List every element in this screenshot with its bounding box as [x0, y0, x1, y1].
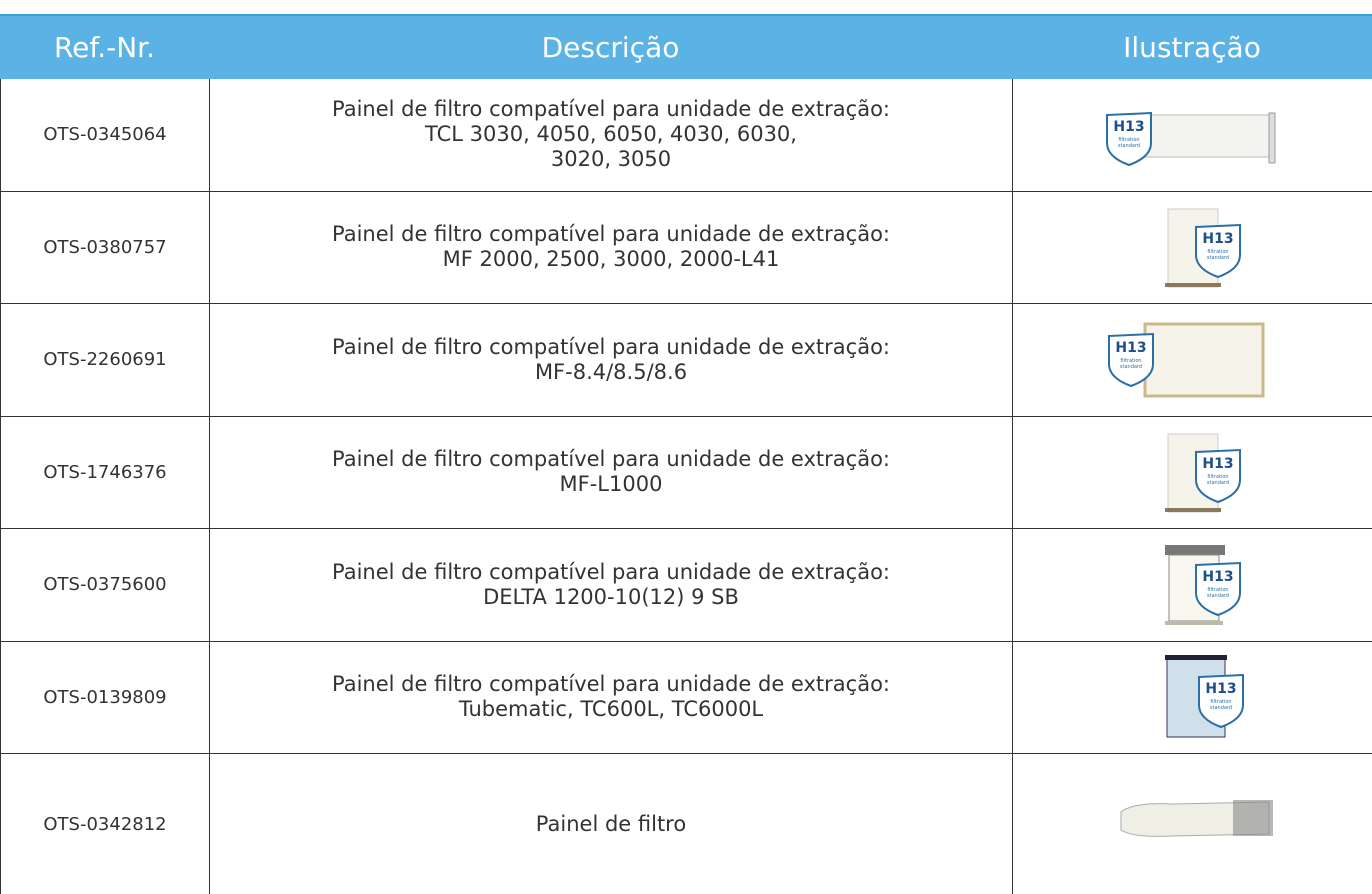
badge-line: filtration [1207, 587, 1228, 593]
tube-end [1232, 800, 1273, 836]
badge-shape [1194, 224, 1241, 279]
ref-cell: OTS-0139809 [0, 641, 209, 754]
ref-cell: OTS-2260691 [0, 304, 209, 417]
badge-grade: H13 [1113, 119, 1144, 135]
badge-line: standard [1209, 705, 1231, 711]
description-cell: Painel de filtro compatível para unidade… [209, 641, 1012, 754]
badge-line: standard [1206, 255, 1228, 261]
illustration-cell: H13 filtration standard [1012, 191, 1372, 304]
top-bar [1164, 655, 1227, 661]
description-line: Painel de filtro [535, 811, 687, 836]
description-line: MF-8.4/8.5/8.6 [534, 359, 688, 384]
rod [1164, 620, 1223, 625]
badge-shape [1197, 674, 1244, 729]
ref-number: OTS-0375600 [43, 574, 167, 596]
badge-shape [1194, 449, 1241, 504]
description-line: Painel de filtro compatível para unidade… [332, 334, 890, 359]
ref-cell: OTS-1746376 [0, 416, 209, 529]
description-line: Painel de filtro compatível para unidade… [332, 559, 890, 584]
badge-grade: H13 [1205, 681, 1236, 697]
badge-line: standard [1119, 364, 1141, 370]
ref-number: OTS-2260691 [43, 349, 167, 371]
badge-line: filtration [1118, 137, 1139, 143]
description-cell: Painel de filtro compatível para unidade… [209, 529, 1012, 642]
description-cell: Painel de filtro [209, 754, 1012, 894]
description-line: TCL 3030, 4050, 6050, 4030, 6030, [425, 122, 797, 147]
rod [1164, 283, 1221, 288]
badge-shape [1107, 332, 1154, 387]
badge-shape [1105, 111, 1152, 166]
badge-grade: H13 [1202, 231, 1233, 247]
badge-grade: H13 [1202, 456, 1233, 472]
panel [1132, 114, 1273, 158]
illustration-cell: H13 filtration standard [1012, 416, 1372, 529]
badge-line: standard [1206, 480, 1228, 486]
ref-number: OTS-0345064 [43, 124, 167, 146]
ref-cell: OTS-0342812 [0, 754, 209, 894]
description-line: MF-L1000 [559, 472, 663, 497]
description-cell: Painel de filtro compatível para unidade… [209, 304, 1012, 417]
header-cell: Ilustração [1012, 14, 1372, 79]
description-cell: Painel de filtro compatível para unidade… [209, 191, 1012, 304]
badge-line: filtration [1207, 249, 1228, 255]
filter-illustration [1120, 800, 1273, 837]
ref-number: OTS-0380757 [43, 236, 167, 258]
illustration-cell: H13 filtration standard [1012, 641, 1372, 754]
badge-line: filtration [1210, 699, 1231, 705]
illustration-cell: H13 filtration standard [1012, 304, 1372, 417]
description-line: DELTA 1200-10(12) 9 SB [483, 584, 739, 609]
ref-cell: OTS-0375600 [0, 529, 209, 642]
description-line: Tubematic, TC600L, TC6000L [458, 697, 764, 722]
illustration-cell: H13 filtration standard [1012, 529, 1372, 642]
illustration-cell: H13 filtration standard [1012, 79, 1372, 192]
description-line: Painel de filtro compatível para unidade… [332, 97, 890, 122]
header-cell: Ref.-Nr. [0, 14, 209, 79]
ref-number: OTS-0139809 [43, 686, 167, 708]
illustration-cell [1012, 754, 1372, 894]
badge-line: filtration [1120, 358, 1141, 364]
description-line: 3020, 3050 [550, 147, 672, 172]
badge-shape [1194, 561, 1241, 616]
badge-line: standard [1117, 143, 1139, 149]
ref-cell: OTS-0380757 [0, 191, 209, 304]
description-cell: Painel de filtro compatível para unidade… [209, 79, 1012, 192]
description-cell: Painel de filtro compatível para unidade… [209, 416, 1012, 529]
panel [1143, 322, 1264, 398]
ref-number: OTS-0342812 [43, 813, 167, 835]
badge-line: filtration [1207, 474, 1228, 480]
description-line: Painel de filtro compatível para unidade… [332, 672, 890, 697]
header-cell: Descrição [209, 14, 1012, 79]
rod [1164, 508, 1221, 513]
badge-line: standard [1206, 593, 1228, 599]
top-bar [1164, 544, 1225, 555]
description-line: Painel de filtro compatível para unidade… [332, 447, 890, 472]
ref-number: OTS-1746376 [43, 461, 167, 483]
badge-grade: H13 [1115, 340, 1146, 356]
ref-cell: OTS-0345064 [0, 79, 209, 192]
badge-grade: H13 [1202, 569, 1233, 585]
description-line: MF 2000, 2500, 3000, 2000-L41 [442, 247, 780, 272]
description-line: Painel de filtro compatível para unidade… [332, 222, 890, 247]
panel-end [1268, 112, 1275, 164]
